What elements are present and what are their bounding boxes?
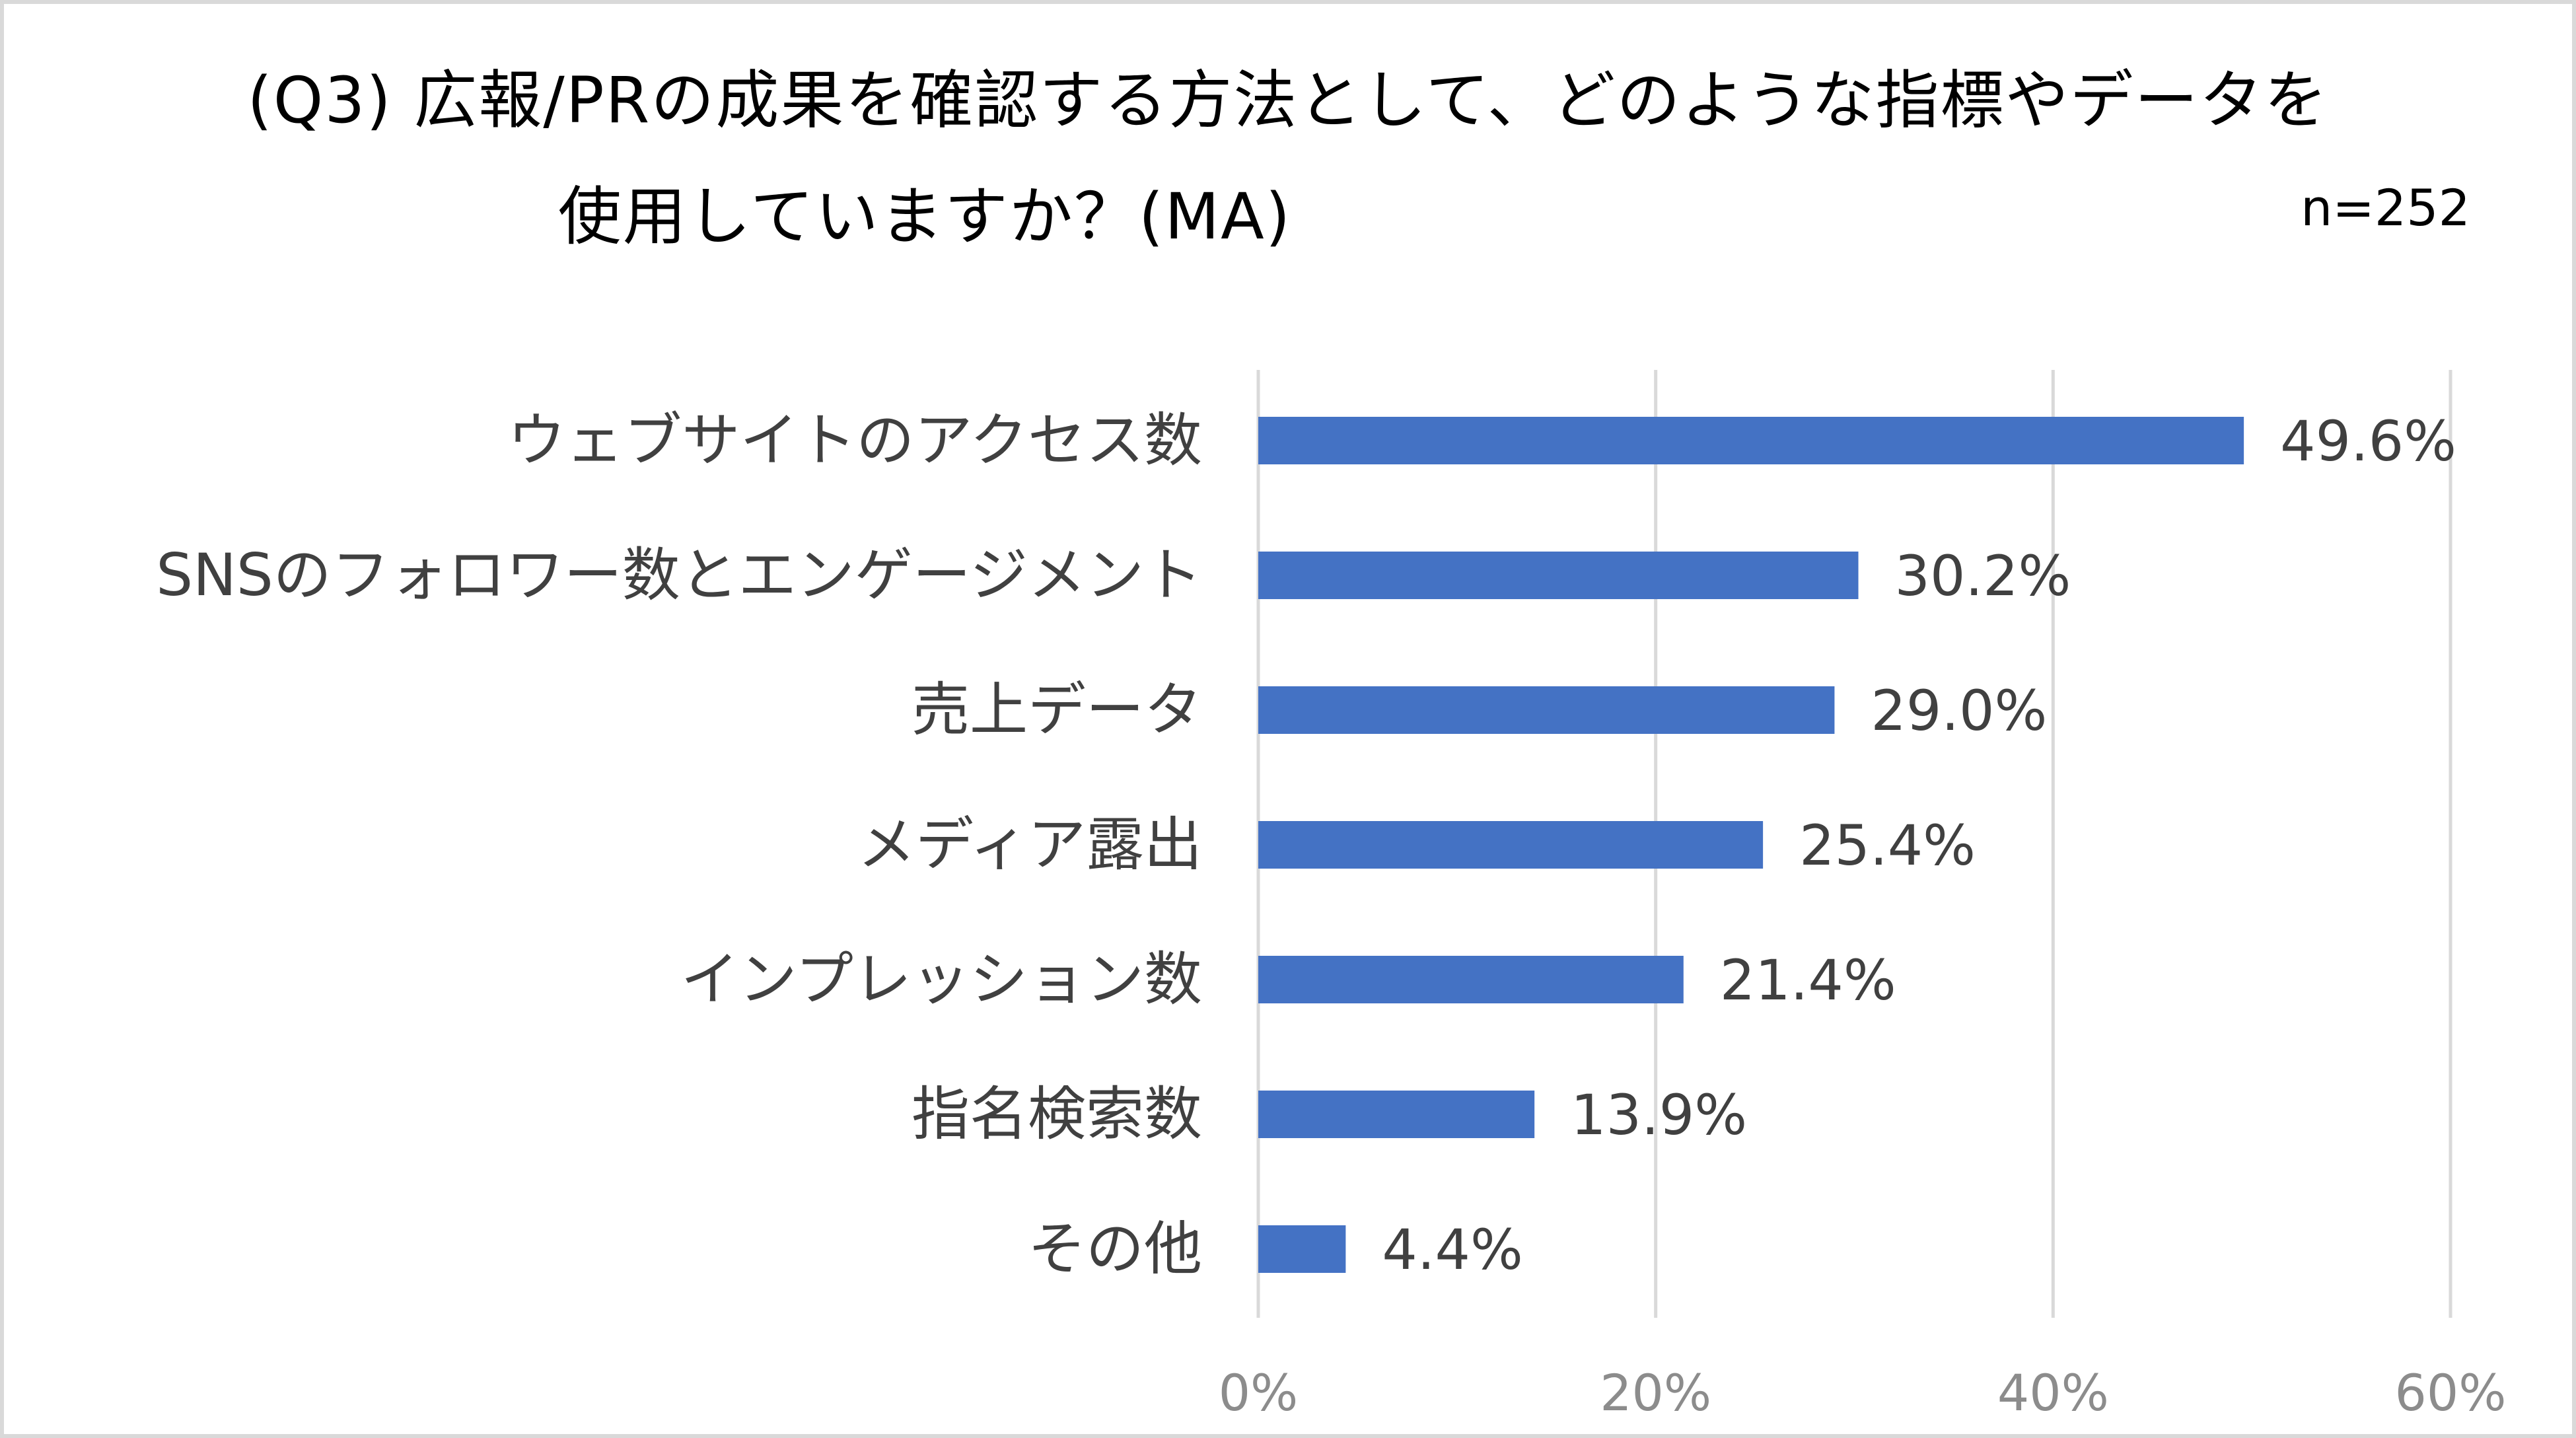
bar (1258, 821, 1764, 869)
value-label: 25.4% (1799, 813, 1976, 878)
value-label: 49.6% (2280, 409, 2456, 474)
bar (1258, 956, 1684, 1003)
x-tick-label: 0% (1219, 1363, 1299, 1422)
value-label: 21.4% (1720, 948, 1896, 1013)
category-label: インプレッション数 (681, 945, 1202, 1013)
value-label: 13.9% (1571, 1083, 1747, 1147)
bar (1258, 552, 1859, 599)
x-tick-label: 20% (1600, 1363, 1711, 1422)
category-label: メディア露出 (857, 810, 1202, 879)
bar (1258, 1225, 1346, 1273)
category-label: ウェブサイトのアクセス数 (507, 406, 1202, 474)
value-label: 30.2% (1895, 544, 2071, 608)
x-tick-label: 60% (2395, 1363, 2507, 1422)
bar (1258, 417, 2244, 464)
chart-title-line-2: 使用していますか？(MA) (557, 180, 1292, 254)
value-label: 29.0% (1871, 678, 2047, 743)
bar (1258, 1091, 1535, 1138)
category-label: その他 (1028, 1215, 1202, 1283)
bar (1258, 686, 1835, 734)
sample-size-label: n=252 (2301, 178, 2470, 237)
category-label: SNSのフォロワー数とエンゲージメント (156, 541, 1202, 609)
chart-title-line-1: (Q3) 広報/PRの成果を確認する方法として、どのような指標やデータを (247, 63, 2329, 137)
value-label: 4.4% (1382, 1217, 1522, 1282)
x-tick-label: 40% (1997, 1363, 2109, 1422)
category-label: 売上データ (912, 676, 1202, 744)
category-label: 指名検索数 (912, 1080, 1202, 1148)
